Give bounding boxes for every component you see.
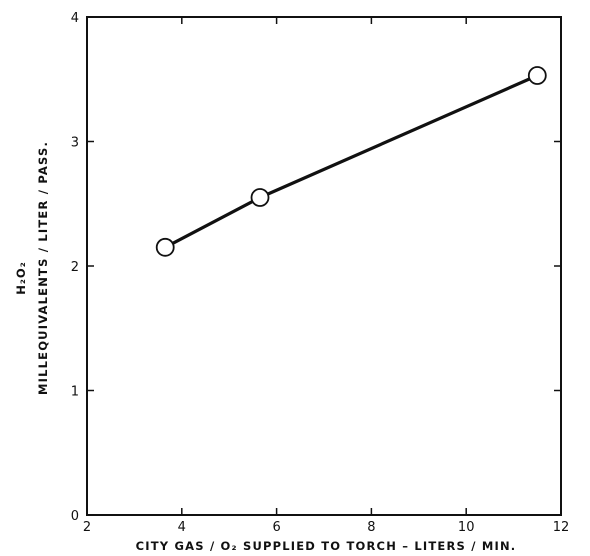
x-tick-label: 12 xyxy=(553,520,570,535)
y-axis-ticks: 0 1 2 3 4 xyxy=(71,11,561,524)
y-tick-label: 4 xyxy=(71,11,79,26)
y-tick-label: 1 xyxy=(71,385,79,400)
x-axis-ticks: 2 4 6 8 10 12 xyxy=(83,17,569,535)
y-tick-label: 0 xyxy=(71,509,79,524)
x-axis-label: CITY GAS / O₂ SUPPLIED TO TORCH – LITERS… xyxy=(136,539,517,553)
x-tick-label: 2 xyxy=(83,520,91,535)
x-tick-label: 6 xyxy=(272,520,280,535)
y-axis-label-formula: H₂O₂ xyxy=(14,261,28,294)
x-tick-label: 10 xyxy=(458,520,475,535)
series-layer xyxy=(155,66,547,257)
x-tick-label: 8 xyxy=(367,520,375,535)
plot-frame xyxy=(86,16,562,516)
x-tick-label: 4 xyxy=(178,520,186,535)
y-axis-label: MILLEQUIVALENTS / LITER / PASS. xyxy=(36,141,50,395)
series-line xyxy=(164,74,538,249)
y-tick-label: 2 xyxy=(71,260,79,275)
data-point-marker xyxy=(250,188,270,207)
data-point-marker xyxy=(155,237,175,257)
data-point-marker xyxy=(527,66,547,85)
y-tick-label: 3 xyxy=(71,136,79,151)
